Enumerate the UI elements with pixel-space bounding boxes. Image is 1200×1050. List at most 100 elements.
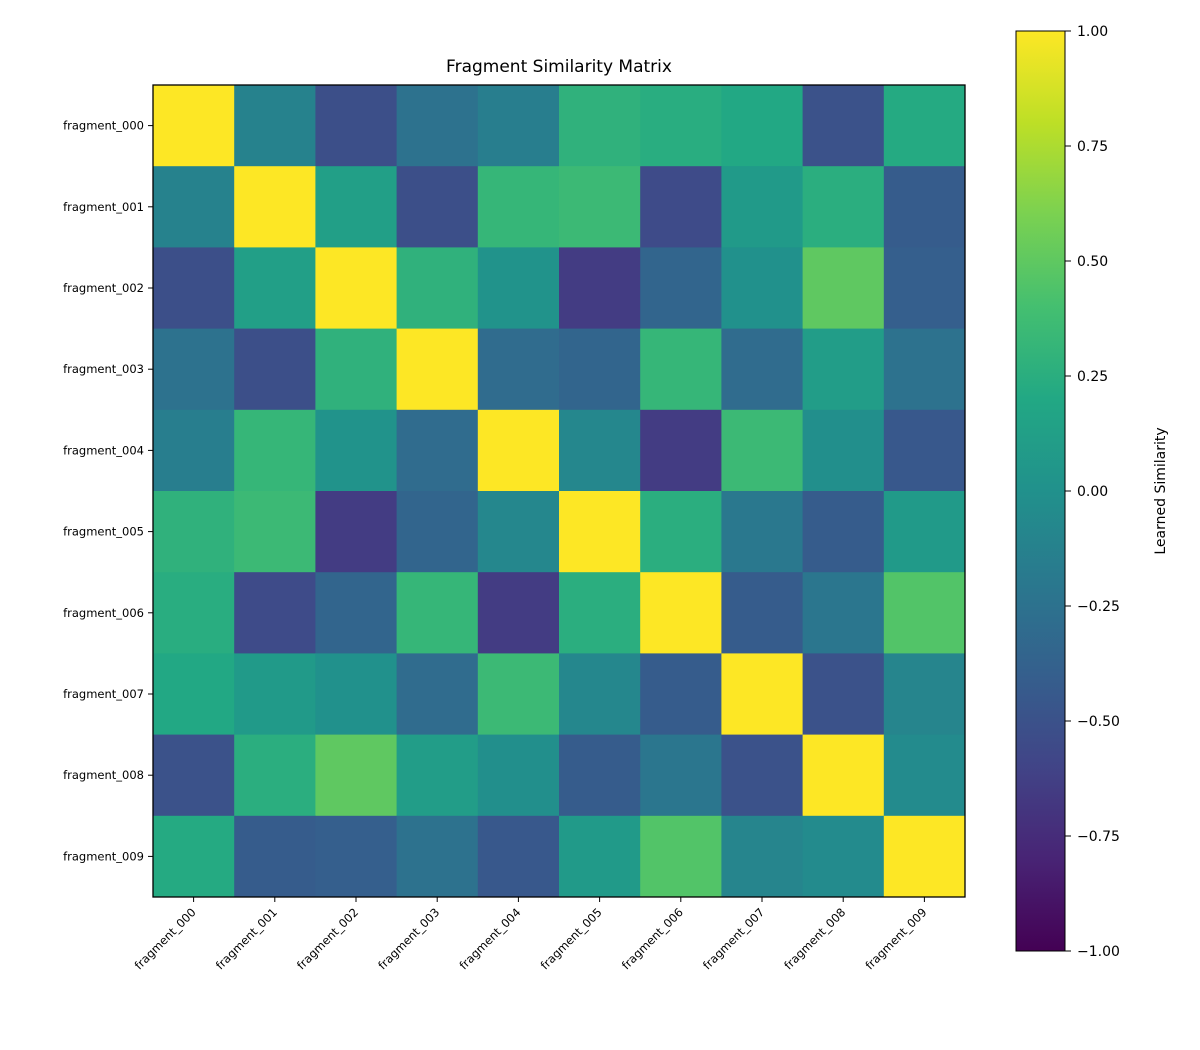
heatmap-cell [559, 85, 641, 167]
heatmap-cell [315, 653, 398, 736]
y-tick-label: fragment_007 [63, 687, 144, 701]
plot-frame [152, 84, 966, 898]
heatmap-cell [477, 491, 560, 573]
heatmap-cell [721, 409, 804, 492]
heatmap-cell [315, 85, 398, 167]
colorbar-tick-label: 0.50 [1077, 254, 1108, 270]
heatmap-cell [396, 409, 479, 492]
heatmap-cell [153, 247, 235, 330]
y-tick-label: fragment_002 [63, 281, 144, 295]
heatmap-cell [477, 328, 560, 411]
heatmap-cell [559, 572, 641, 654]
x-tick-label: fragment_001 [213, 905, 280, 972]
heatmap-cell [640, 572, 722, 654]
heatmap-cell [721, 734, 804, 817]
x-tick-label: fragment_007 [700, 905, 767, 972]
heatmap-cell [315, 328, 398, 411]
heatmap-cell [640, 85, 722, 167]
heatmap-cell [153, 166, 235, 248]
heatmap-cell [883, 815, 966, 898]
colorbar-tick-label: −0.25 [1077, 599, 1120, 615]
heatmap-cell [721, 572, 804, 654]
heatmap-cell [234, 815, 316, 898]
colorbar-label: Learned Similarity [1153, 427, 1169, 554]
y-axis: fragment_000 fragment_001 fragment_002frag… [63, 119, 153, 863]
heatmap-cell [234, 572, 316, 654]
x-tick-label: fragment_004 [456, 905, 523, 972]
x-axis: fragment_000 fragment_001 fragment_002 frag… [132, 897, 930, 972]
heatmap-cell [396, 491, 479, 573]
heatmap-cell [153, 85, 235, 167]
heatmap-cell [477, 653, 560, 736]
heatmap-cell [883, 166, 966, 248]
heatmap-cell [883, 247, 966, 330]
heatmap-cell [640, 328, 722, 411]
heatmap-cell [234, 653, 316, 736]
colorbar-axis: 1.00 0.75 0.50 0.25 0.00 −0.25 −0.50 −0.75 −1.00 [1065, 24, 1120, 960]
heatmap-cell [234, 734, 316, 817]
heatmap-cell [883, 734, 966, 817]
heatmap-cell [640, 166, 722, 248]
colorbar-tick-label: −1.00 [1077, 944, 1120, 960]
x-tick-label: fragment_003 [375, 905, 442, 972]
heatmap-cell [396, 166, 479, 248]
heatmap-cell [396, 734, 479, 817]
heatmap-cell [477, 85, 560, 167]
heatmap-cell [315, 409, 398, 492]
heatmap-cell [396, 85, 479, 167]
heatmap-cell [559, 166, 641, 248]
heatmap-cell [640, 409, 722, 492]
x-tick-label: fragment_002 [294, 905, 361, 972]
heatmap-cell [802, 166, 885, 248]
y-tick-label: fragment_006 [63, 606, 144, 620]
heatmap-cell [315, 815, 398, 898]
heatmap-cell [477, 734, 560, 817]
heatmap-cell [234, 491, 316, 573]
heatmap-cell [883, 653, 966, 736]
heatmap-cell [396, 247, 479, 330]
chart-title: Fragment Similarity Matrix [446, 57, 672, 77]
colorbar-tick-label: 0.25 [1077, 369, 1108, 385]
heatmap-cell [153, 815, 235, 898]
colorbar-tick-label: −0.50 [1077, 714, 1120, 730]
heatmap-cell [477, 572, 560, 654]
heatmap-cell [883, 85, 966, 167]
colorbar-tick-label: 0.00 [1077, 484, 1108, 500]
heatmap-cell [396, 328, 479, 411]
heatmap-cell [721, 166, 804, 248]
y-tick-label: fragment_003 [63, 362, 144, 376]
heatmap-cell [721, 328, 804, 411]
heatmap-cell [396, 572, 479, 654]
heatmap-cell [477, 166, 560, 248]
heatmap-cell [721, 247, 804, 330]
heatmap-cell [559, 815, 641, 898]
heatmap-cell [640, 653, 722, 736]
heatmap-cell [315, 491, 398, 573]
y-tick-label: fragment_008 [63, 768, 144, 782]
heatmap-cell [559, 491, 641, 573]
heatmap-cell [234, 247, 316, 330]
heatmap-cell [234, 409, 316, 492]
heatmap-cell [153, 328, 235, 411]
colorbar-tick-label: −0.75 [1077, 829, 1120, 845]
y-tick-label: fragment_009 [63, 849, 144, 863]
heatmap-cell [315, 734, 398, 817]
heatmap-cell [315, 572, 398, 654]
x-tick-label: fragment_009 [862, 905, 929, 972]
x-tick-label: fragment_000 [132, 905, 199, 972]
heatmap-cell [477, 409, 560, 492]
x-tick-label: fragment_005 [538, 905, 605, 972]
heatmap-cell [234, 328, 316, 411]
heatmap-cell [477, 815, 560, 898]
heatmap-cell [477, 247, 560, 330]
heatmap-cell [559, 328, 641, 411]
heatmap-cell [883, 328, 966, 411]
y-tick-label: fragment_004 [63, 443, 144, 457]
heatmap-cell [559, 734, 641, 817]
y-tick-label: fragment_005 [63, 525, 144, 539]
heatmap-cell [883, 409, 966, 492]
heatmap-cell [802, 491, 885, 573]
heatmap-cell [721, 491, 804, 573]
heatmap-cell [721, 653, 804, 736]
